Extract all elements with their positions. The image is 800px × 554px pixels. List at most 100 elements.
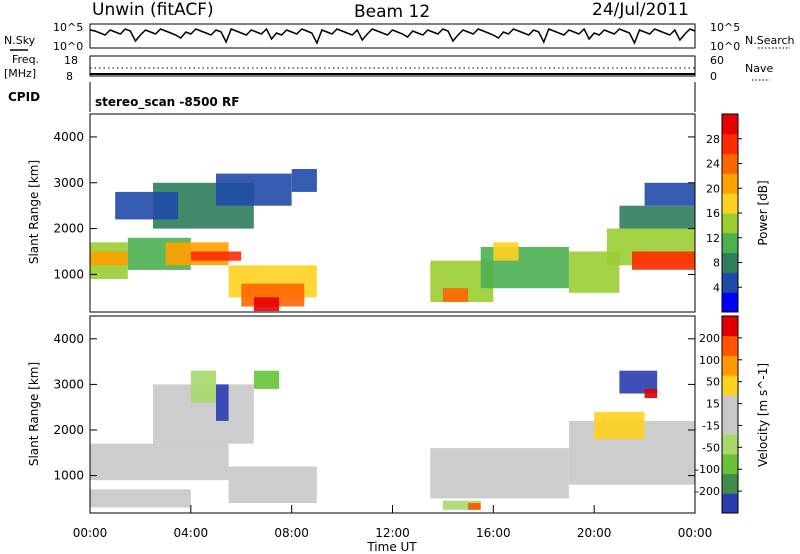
colorbar-tick-label: 28 xyxy=(706,133,720,146)
power-cell xyxy=(115,191,179,220)
power-frame xyxy=(89,113,696,313)
date-title: 24/Jul/2011 xyxy=(592,0,689,20)
power-cell xyxy=(493,242,519,261)
nsky-label: N.Sky xyxy=(4,34,36,47)
vel-cell xyxy=(228,466,317,503)
y-tick-label: 1000 xyxy=(53,267,84,281)
colorbar-tick-label: 24 xyxy=(706,158,720,171)
colorbar-segment xyxy=(722,453,738,475)
y-tick-label: 3000 xyxy=(53,176,84,190)
power-cell xyxy=(190,251,242,261)
freq-label: Freq. xyxy=(12,53,39,66)
power-heatmap xyxy=(90,169,695,312)
freq-tick-top: 18 xyxy=(64,54,78,67)
colorbar-tick-label: 8 xyxy=(713,257,720,270)
vel-cell xyxy=(90,489,191,508)
vel-cell xyxy=(594,411,645,440)
vel-cell xyxy=(468,503,481,510)
power-colorbar-label: Power [dB] xyxy=(756,180,770,245)
colorbar-tick-label: -100 xyxy=(695,463,720,476)
colorbar-segment xyxy=(722,252,738,273)
velocity-heatmap xyxy=(90,370,695,510)
colorbar-segment xyxy=(722,335,738,356)
power-cell xyxy=(253,297,280,312)
y-tick-label: 1000 xyxy=(53,469,84,483)
y-tick-label: 4000 xyxy=(53,130,84,144)
vel-cell xyxy=(216,384,229,421)
velocity-y-axis: 1000 2000 3000 4000 xyxy=(53,332,695,483)
colorbar-segment xyxy=(722,375,738,396)
velocity-colorbar-label: Velocity [m s^-1] xyxy=(756,363,770,467)
x-tick-label: 00:00 xyxy=(73,526,108,540)
nsky-trace-line xyxy=(89,27,696,45)
colorbar-segment xyxy=(722,434,738,455)
power-y-axis: 1000 2000 3000 4000 xyxy=(53,130,695,281)
cpid-label: CPID xyxy=(8,90,40,104)
nsky-tick-top: 10^5 xyxy=(53,21,83,34)
colorbar-segment xyxy=(722,355,738,376)
y-tick-label: 2000 xyxy=(53,423,84,437)
power-cell xyxy=(291,169,317,192)
vel-cell xyxy=(442,500,481,510)
colorbar-segment xyxy=(722,414,738,435)
time-x-axis: 00:00 04:00 08:00 12:00 16:00 20:00 00:00 xyxy=(73,505,713,540)
colorbar-tick-label: 16 xyxy=(706,207,720,220)
y-tick-label: 2000 xyxy=(53,222,84,236)
power-cell xyxy=(619,205,695,229)
nsearch-tick-bottom: 10^0 xyxy=(710,40,740,53)
colorbar-segment xyxy=(722,394,738,415)
colorbar-segment xyxy=(722,114,738,135)
colorbar-tick-label: 15 xyxy=(706,398,720,411)
freq-tick-bottom: 8 xyxy=(66,70,73,83)
y-tick-label: 4000 xyxy=(53,332,84,346)
x-axis-label: Time UT xyxy=(366,540,417,554)
power-cell xyxy=(632,251,695,270)
colorbar-tick-label: 200 xyxy=(699,332,720,345)
colorbar-segment xyxy=(722,173,738,194)
x-tick-label: 20:00 xyxy=(577,526,612,540)
x-tick-label: 16:00 xyxy=(476,526,511,540)
power-cell xyxy=(90,251,128,266)
colorbar-segment xyxy=(722,292,738,313)
power-colorbar: 28 24 20 16 12 8 4 xyxy=(706,113,742,313)
colorbar-tick-label: 20 xyxy=(706,182,720,195)
colorbar-segment xyxy=(722,153,738,174)
x-tick-label: 04:00 xyxy=(174,526,209,540)
x-tick-label: 08:00 xyxy=(274,526,309,540)
power-cell xyxy=(442,288,469,302)
colorbar-tick-label: -50 xyxy=(702,441,720,454)
x-tick-label: 00:00 xyxy=(678,526,713,540)
vel-cell xyxy=(644,389,658,399)
vel-cell xyxy=(190,370,216,403)
colorbar-tick-label: 12 xyxy=(706,232,720,245)
power-panel: 1000 2000 3000 4000 Slant Range [km] xyxy=(27,113,696,313)
colorbar-segment xyxy=(722,193,738,214)
colorbar-segment xyxy=(722,272,738,293)
colorbar-segment xyxy=(722,493,738,514)
colorbar-frame xyxy=(721,315,739,514)
vel-cell xyxy=(90,443,229,481)
nsky-tick-bottom: 10^0 xyxy=(53,40,83,53)
colorbar-tick-label: 4 xyxy=(713,281,720,294)
beam-title: Beam 12 xyxy=(354,2,430,22)
nave-label: Nave xyxy=(745,62,773,75)
nsearch-tick-top: 10^5 xyxy=(710,21,740,34)
colorbar-tick-label: 100 xyxy=(699,354,720,367)
velocity-colorbar: 200 100 50 15 -15 -50 -100 -200 xyxy=(695,315,742,514)
colorbar-tick-label: -15 xyxy=(702,419,720,432)
nsearch-label: N.Search xyxy=(745,34,795,47)
nsky-panel xyxy=(89,23,696,49)
y-tick-label: 3000 xyxy=(53,377,84,391)
colorbar-segment xyxy=(722,473,738,494)
colorbar-segment xyxy=(722,316,738,337)
nave-tick-bottom: 0 xyxy=(710,70,717,83)
power-y-label: Slant Range [km] xyxy=(27,160,41,264)
nave-tick-top: 60 xyxy=(710,54,724,67)
vel-cell xyxy=(619,370,658,394)
cpid-value: stereo_scan -8500 RF xyxy=(95,95,239,110)
vel-cell xyxy=(253,370,280,389)
power-cell xyxy=(216,173,292,206)
power-cell xyxy=(644,182,695,206)
